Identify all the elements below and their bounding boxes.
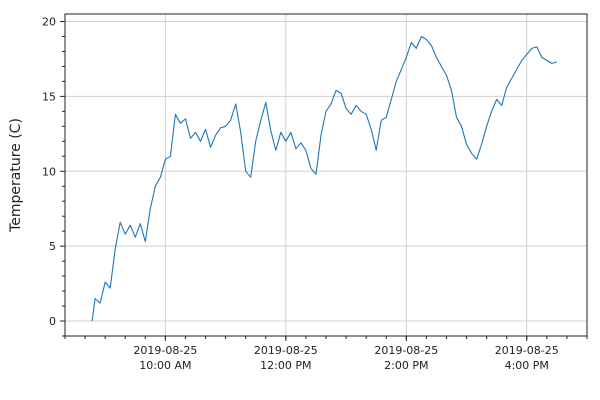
y-tick-label: 10	[42, 165, 56, 178]
x-tick-label-time: 2:00 PM	[384, 359, 428, 372]
x-tick-label-time: 12:00 PM	[260, 359, 311, 372]
x-axis: 2019-08-25 10:00 AM 2019-08-25 12:00 PM 2019…	[64, 336, 588, 372]
series-layer	[91, 35, 558, 322]
y-tick-label: 15	[42, 90, 56, 103]
x-tick-label-time: 4:00 PM	[505, 359, 549, 372]
x-tick-label-date: 2019-08-25	[254, 344, 318, 357]
y-tick-label: 0	[49, 315, 56, 328]
gridlines	[65, 14, 587, 336]
y-axis: 0 5 10 15 20	[42, 15, 65, 337]
y-axis-label: Temperature (C)	[8, 118, 24, 233]
temperature-series-line	[91, 35, 558, 322]
y-tick-label: 5	[49, 240, 56, 253]
x-tick-label-time: 10:00 AM	[139, 359, 191, 372]
x-tick-label-date: 2019-08-25	[495, 344, 559, 357]
plot-frame	[64, 13, 588, 337]
x-tick-label-date: 2019-08-25	[374, 344, 438, 357]
x-tick-label-date: 2019-08-25	[133, 344, 197, 357]
y-tick-label: 20	[42, 15, 56, 28]
